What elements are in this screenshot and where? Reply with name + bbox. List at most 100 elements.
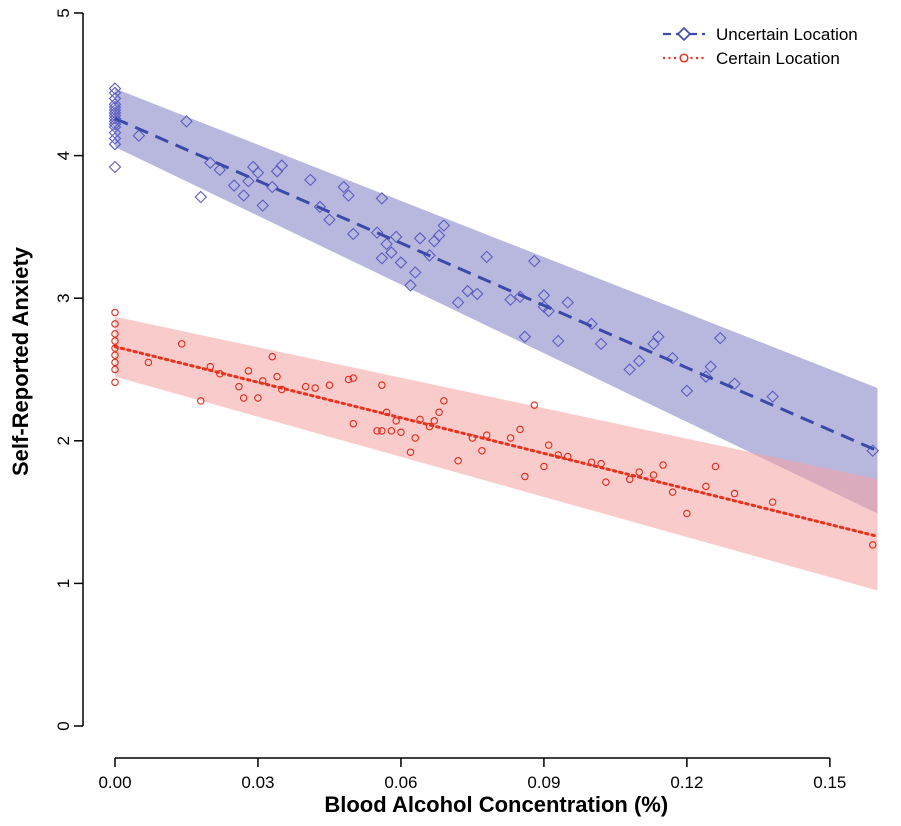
data-point-certain xyxy=(730,489,739,498)
data-point-certain xyxy=(111,330,119,338)
data-point-uncertain xyxy=(251,166,265,179)
data-point-certain xyxy=(349,374,358,382)
data-point-certain xyxy=(635,468,643,476)
data-point-certain xyxy=(868,541,877,549)
data-point-uncertain xyxy=(413,232,427,245)
data-point-uncertain xyxy=(237,189,250,202)
data-point-uncertain xyxy=(728,377,741,391)
data-point-certain xyxy=(702,482,710,491)
data-point-certain xyxy=(111,351,119,359)
data-point-uncertain xyxy=(766,390,779,403)
data-point-certain xyxy=(506,434,515,442)
data-point-certain xyxy=(478,447,486,455)
data-point-uncertain xyxy=(108,112,122,125)
data-point-certain xyxy=(301,382,310,391)
data-point-certain xyxy=(311,384,319,392)
data-point-uncertain xyxy=(108,92,122,105)
x-axis-ticks: 0.00 0.03 0.06 0.09 0.12 0.15 xyxy=(98,758,846,792)
data-point-certain xyxy=(530,401,539,409)
data-point-certain xyxy=(411,434,419,442)
data-point-uncertain xyxy=(585,317,598,331)
y-tick-label: 3 xyxy=(54,293,73,302)
data-point-certain xyxy=(602,478,610,486)
data-point-certain xyxy=(540,462,548,471)
data-point-uncertain xyxy=(561,296,575,309)
data-point-certain xyxy=(197,397,205,405)
data-point-uncertain xyxy=(680,384,694,398)
x-axis-title: Blood Alcohol Concentration (%) xyxy=(324,792,668,817)
data-point-certain xyxy=(239,394,248,402)
data-point-certain xyxy=(516,425,524,434)
data-point-uncertain xyxy=(432,229,446,242)
data-point-certain xyxy=(244,367,253,375)
data-point-uncertain xyxy=(461,284,474,298)
fit-lines xyxy=(113,117,879,538)
data-point-uncertain xyxy=(108,137,122,151)
legend-marker-uncertain-icon xyxy=(676,26,692,42)
data-point-uncertain xyxy=(337,180,351,194)
x-tick-label: 0.03 xyxy=(241,773,274,792)
data-point-uncertain xyxy=(408,266,422,279)
data-point-uncertain xyxy=(108,132,122,145)
data-point-certain xyxy=(268,352,277,361)
y-tick-label: 5 xyxy=(54,8,73,17)
data-point-certain xyxy=(649,471,658,479)
data-point-certain xyxy=(454,457,462,465)
legend-label-uncertain: Uncertain Location xyxy=(716,25,858,44)
data-point-uncertain xyxy=(375,192,389,205)
data-point-uncertain xyxy=(313,200,327,214)
data-point-certain xyxy=(440,397,448,405)
data-point-uncertain xyxy=(437,219,451,232)
axes: 0.00 0.03 0.06 0.09 0.12 0.15 0 1 2 3 4 5 xyxy=(54,8,846,792)
data-point-uncertain xyxy=(652,330,665,343)
data-point-certain xyxy=(144,358,153,367)
data-point-uncertain xyxy=(380,237,393,251)
y-axis-title: Self-Reported Anxiety xyxy=(8,246,33,476)
data-point-certain xyxy=(378,381,386,389)
data-point-uncertain xyxy=(108,106,122,120)
data-point-certain xyxy=(468,434,477,442)
fit-line-uncertain xyxy=(114,117,879,453)
data-point-uncertain xyxy=(194,190,208,204)
data-point-uncertain xyxy=(594,337,608,351)
confidence-band-uncertain xyxy=(115,88,878,514)
x-tick-label: 0.00 xyxy=(98,773,131,792)
legend-item-uncertain: Uncertain Location xyxy=(663,25,858,44)
data-point-certain xyxy=(111,320,119,328)
data-point-certain xyxy=(349,419,358,428)
data-point-uncertain xyxy=(108,109,122,122)
data-point-uncertain xyxy=(542,304,555,318)
data-point-uncertain xyxy=(528,254,541,268)
data-point-certain xyxy=(625,475,634,484)
data-point-uncertain xyxy=(385,246,398,259)
data-point-certain xyxy=(435,408,443,417)
fit-line-certain xyxy=(113,345,879,538)
data-point-certain xyxy=(273,372,281,381)
data-point-uncertain xyxy=(256,199,270,212)
data-point-uncertain xyxy=(108,126,122,140)
data-point-certain xyxy=(111,337,119,345)
data-point-uncertain xyxy=(394,256,408,269)
data-point-certain xyxy=(111,365,119,374)
data-point-uncertain xyxy=(518,330,532,343)
data-point-certain xyxy=(544,441,553,449)
data-point-uncertain xyxy=(866,444,880,458)
data-point-certain xyxy=(387,427,396,435)
legend-item-certain: Certain Location xyxy=(663,49,840,68)
y-axis-ticks: 0 1 2 3 4 5 xyxy=(54,8,83,731)
data-point-uncertain xyxy=(370,226,384,239)
data-point-uncertain xyxy=(275,159,289,172)
data-point-uncertain xyxy=(108,100,122,114)
data-point-uncertain xyxy=(108,120,122,134)
data-point-uncertain xyxy=(537,289,551,302)
y-tick-label: 0 xyxy=(54,721,73,730)
legend: Uncertain Location Certain Location xyxy=(663,25,858,68)
data-point-certain xyxy=(111,308,119,317)
y-tick-label: 1 xyxy=(54,579,73,588)
data-point-uncertain xyxy=(108,97,122,111)
y-tick-label: 4 xyxy=(54,151,73,160)
x-tick-label: 0.12 xyxy=(670,773,703,792)
data-point-uncertain xyxy=(132,129,146,142)
data-point-certain xyxy=(683,509,691,518)
data-point-uncertain xyxy=(632,354,646,368)
